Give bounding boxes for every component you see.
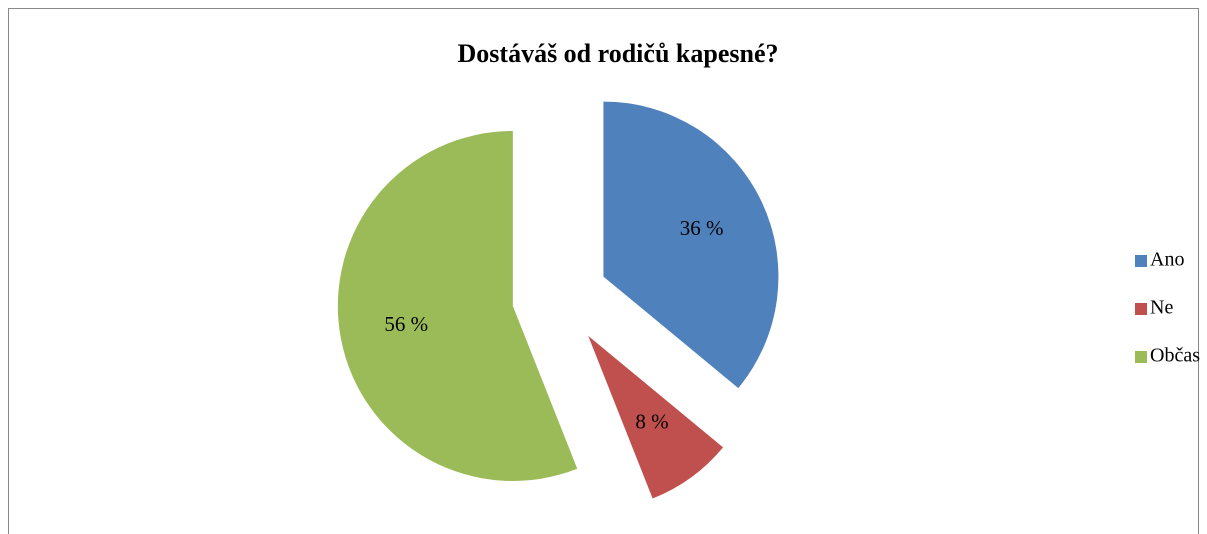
- legend-label: Občas: [1150, 345, 1200, 367]
- pie-slice: [337, 130, 578, 481]
- legend-swatch: [1135, 351, 1147, 363]
- legend-swatch: [1135, 303, 1147, 315]
- pie-slice: [603, 101, 779, 389]
- legend-label: Ano: [1150, 249, 1184, 271]
- chart-frame: [8, 8, 1199, 534]
- legend-swatch: [1135, 255, 1147, 267]
- legend-label: Ne: [1150, 297, 1173, 319]
- data-label: 8 %: [635, 409, 668, 433]
- data-label: 36 %: [680, 216, 724, 240]
- chart-title: Dostáváš od rodičů kapesné?: [458, 39, 779, 68]
- pie-slice: [588, 335, 724, 499]
- data-label: 56 %: [384, 312, 428, 336]
